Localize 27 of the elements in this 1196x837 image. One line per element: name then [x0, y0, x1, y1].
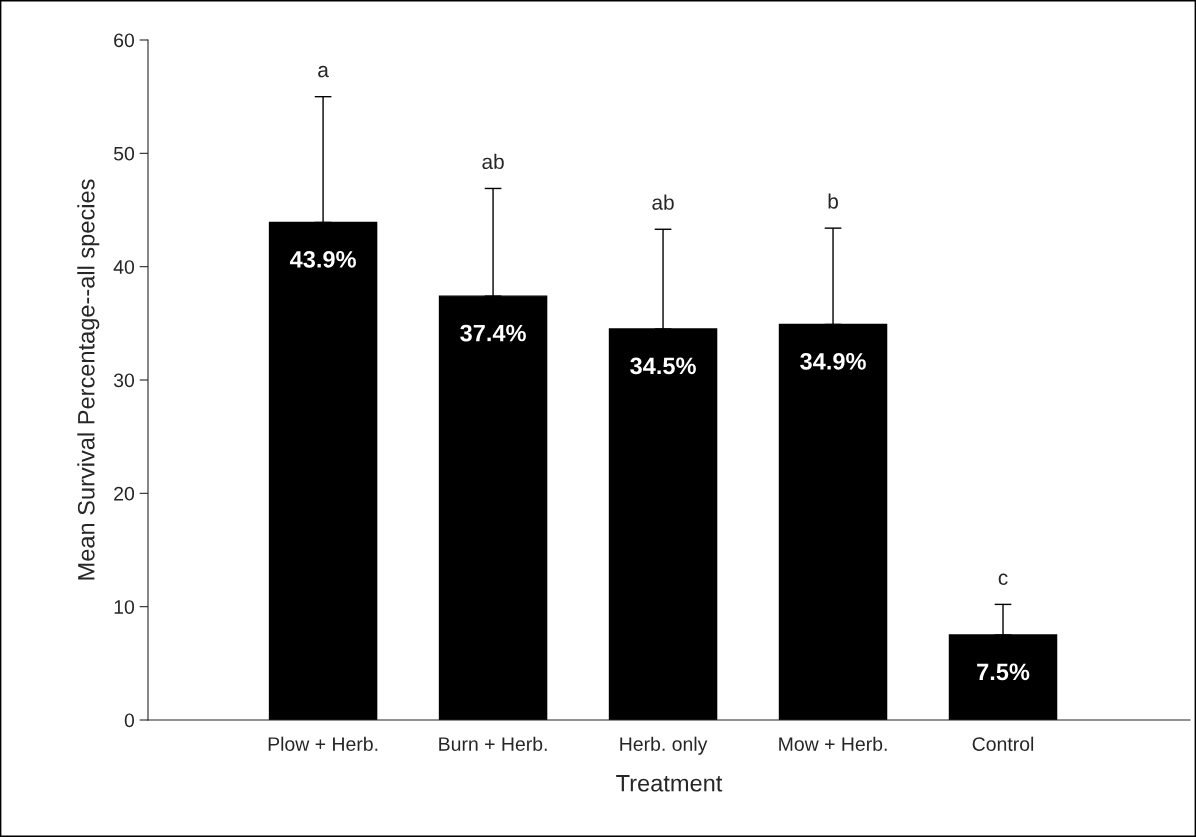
data-label: 34.5%: [630, 357, 696, 375]
y-tick-label: 0: [124, 713, 135, 728]
annotation: c: [998, 573, 1008, 585]
y-tick-label: 20: [114, 486, 135, 501]
x-tick-label: Control: [972, 736, 1034, 751]
y-tick-label: 40: [113, 260, 135, 274]
y-tick-label: 50: [113, 146, 135, 161]
data-label: 7.5%: [977, 663, 1030, 681]
x-axis-title: Treatment: [616, 775, 723, 792]
x-tick-label: Mow + Herb.: [779, 736, 887, 751]
data-label: 34.9%: [800, 352, 866, 370]
annotation: a: [318, 65, 329, 78]
bar: [438, 295, 548, 720]
x-tick-label: Plow + Herb.: [268, 736, 378, 751]
annotation: ab: [652, 194, 674, 210]
y-tick-label: 10: [114, 600, 135, 614]
annotation: b: [828, 193, 838, 209]
x-tick-label: Herb. only: [620, 736, 708, 755]
y-tick-label: 60: [114, 33, 135, 48]
bar: [948, 634, 1058, 720]
data-label: 43.9%: [289, 250, 356, 268]
y-axis-title: Mean Survival Percentage--all species: [77, 179, 100, 580]
x-tick-label: Burn + Herb.: [439, 736, 547, 751]
annotation: ab: [482, 153, 504, 170]
data-label: 37.4%: [460, 324, 526, 342]
bar: [608, 328, 718, 720]
y-tick-label: 30: [113, 373, 135, 388]
